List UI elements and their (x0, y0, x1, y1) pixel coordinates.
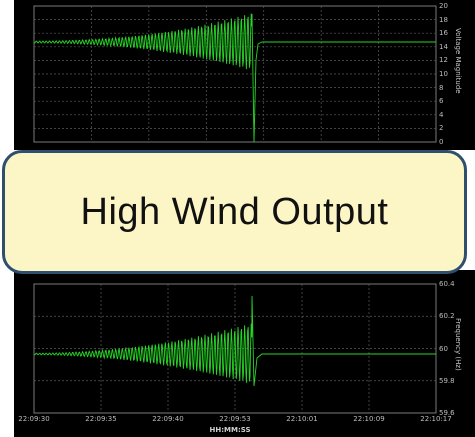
time-tick-label: 22:10:17 (420, 415, 452, 423)
banner-title: High Wind Output (80, 190, 389, 233)
frequency-tick-label: 60.4 (439, 280, 455, 288)
time-tick-label: 22:09:35 (85, 415, 117, 423)
frequency-tick-label: 59.6 (439, 409, 455, 417)
time-axis-label: HH:MM:SS (209, 426, 251, 434)
frequency-trace-svg (33, 283, 437, 414)
frequency-plot: Frequency (Hz) 60.4 60.2 60 59.8 59.6 22:09:3… (14, 270, 475, 437)
voltage-tick-label: 14 (439, 42, 448, 51)
time-tick-label: 22:10:09 (353, 415, 385, 423)
voltage-magnitude-plot: Voltage Magnitude 20 18 16 14 12 10 8 6 4 2 0 (14, 0, 475, 150)
frequency-tick-label: 60 (439, 344, 448, 353)
frequency-tick-label: 59.8 (439, 376, 455, 385)
voltage-tick-label: 6 (439, 97, 444, 106)
voltage-tick-label: 4 (439, 110, 444, 119)
voltage-tick-label: 0 (439, 138, 444, 146)
voltage-tick-label: 18 (439, 15, 448, 24)
time-tick-label: 22:09:30 (18, 415, 50, 423)
voltage-tick-label: 12 (439, 56, 448, 65)
time-tick-label: 22:09:40 (152, 415, 184, 423)
high-wind-output-banner: High Wind Output (2, 150, 467, 274)
voltage-tick-label: 10 (439, 70, 448, 78)
frequency-tick-label: 60.2 (439, 312, 455, 321)
voltage-trace (33, 13, 436, 143)
voltage-tick-label: 20 (439, 2, 448, 10)
voltage-tick-label: 8 (439, 83, 444, 92)
voltage-tick-label: 16 (439, 29, 448, 38)
frequency-trace (33, 295, 436, 387)
voltage-axis-title: Voltage Magnitude (454, 28, 462, 94)
time-tick-label: 22:09:53 (219, 415, 251, 423)
voltage-tick-label: 2 (439, 124, 444, 133)
voltage-trace-svg (33, 5, 437, 143)
frequency-axis-title: Frequency (Hz) (454, 318, 462, 371)
time-tick-label: 22:10:01 (286, 415, 318, 423)
